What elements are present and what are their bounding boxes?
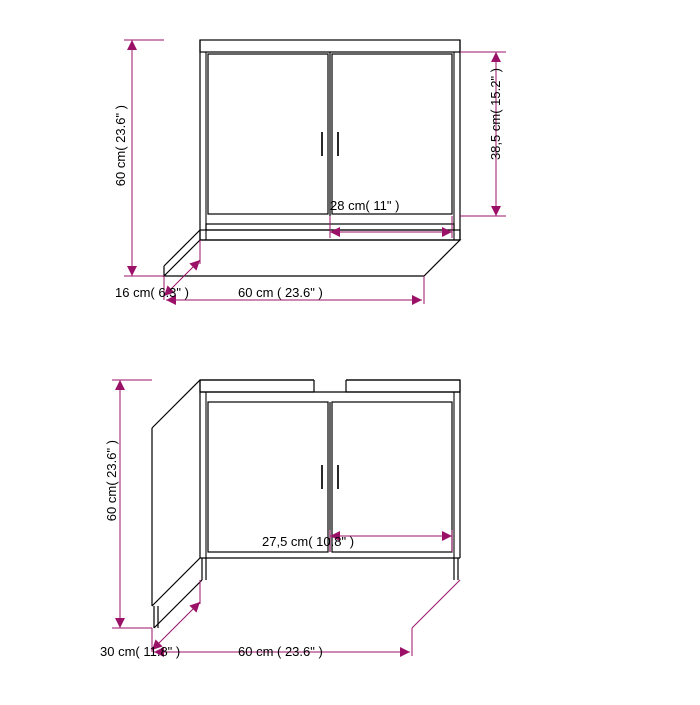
dim-top-width: 60 cm ( 23.6" ) — [238, 285, 323, 300]
diagram-canvas: 60 cm( 23.6" ) 16 cm( 6.3" ) 60 cm ( 23.… — [0, 0, 700, 700]
dim-top-height: 60 cm( 23.6" ) — [113, 105, 128, 186]
dim-bot-height: 60 cm( 23.6" ) — [104, 440, 119, 521]
dim-top-depth: 16 cm( 6.3" ) — [115, 285, 189, 300]
dim-bot-depth: 30 cm( 11.8" ) — [100, 644, 180, 659]
dim-top-innerw: 28 cm( 11" ) — [330, 198, 399, 213]
dim-bot-width: 60 cm ( 23.6" ) — [238, 644, 323, 659]
dim-bot-innerw: 27,5 cm( 10.8" ) — [262, 534, 354, 549]
dim-top-hright: 38,5 cm( 15.2" ) — [488, 68, 503, 160]
diagram-svg — [0, 0, 700, 700]
